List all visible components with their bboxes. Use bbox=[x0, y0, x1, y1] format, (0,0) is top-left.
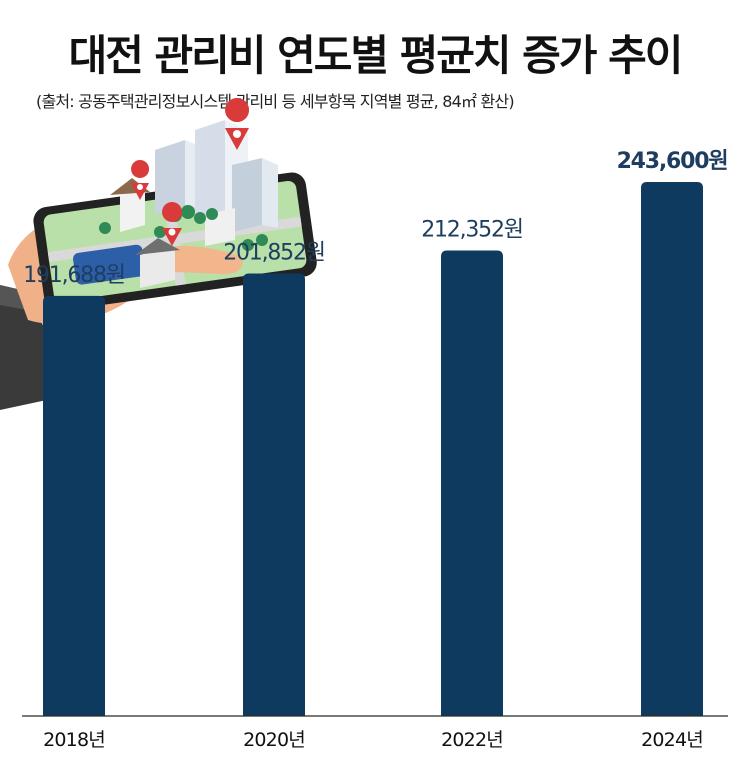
x-tick-label-1: 2020년 bbox=[243, 729, 305, 751]
hand-holding-smartphone-with-city-map-icon bbox=[0, 98, 317, 410]
x-tick-label-2: 2022년 bbox=[441, 729, 503, 751]
value-labels: 191,688원 201,852원 212,352원 243,600원 bbox=[23, 149, 728, 288]
source-note: (출처: 공동주택관리정보시스템 관리비 등 세부항목 지역별 평균, 84㎡ … bbox=[36, 92, 515, 111]
bar-3 bbox=[641, 182, 703, 716]
value-label-1: 201,852원 bbox=[223, 241, 325, 266]
bar-1 bbox=[243, 273, 305, 716]
bar-0 bbox=[43, 295, 105, 716]
bar-series bbox=[43, 182, 703, 716]
value-label-3: 243,600원 bbox=[617, 149, 728, 174]
bar-2 bbox=[441, 250, 503, 716]
x-tick-labels: 2018년 2020년 2022년 2024년 bbox=[43, 729, 704, 751]
page-title: 대전 관리비 연도별 평균치 증가 추이 bbox=[68, 31, 684, 80]
x-tick-label-3: 2024년 bbox=[641, 729, 703, 751]
x-tick-label-0: 2018년 bbox=[43, 729, 105, 751]
value-label-2: 212,352원 bbox=[421, 218, 523, 243]
value-label-0: 191,688원 bbox=[23, 263, 125, 288]
